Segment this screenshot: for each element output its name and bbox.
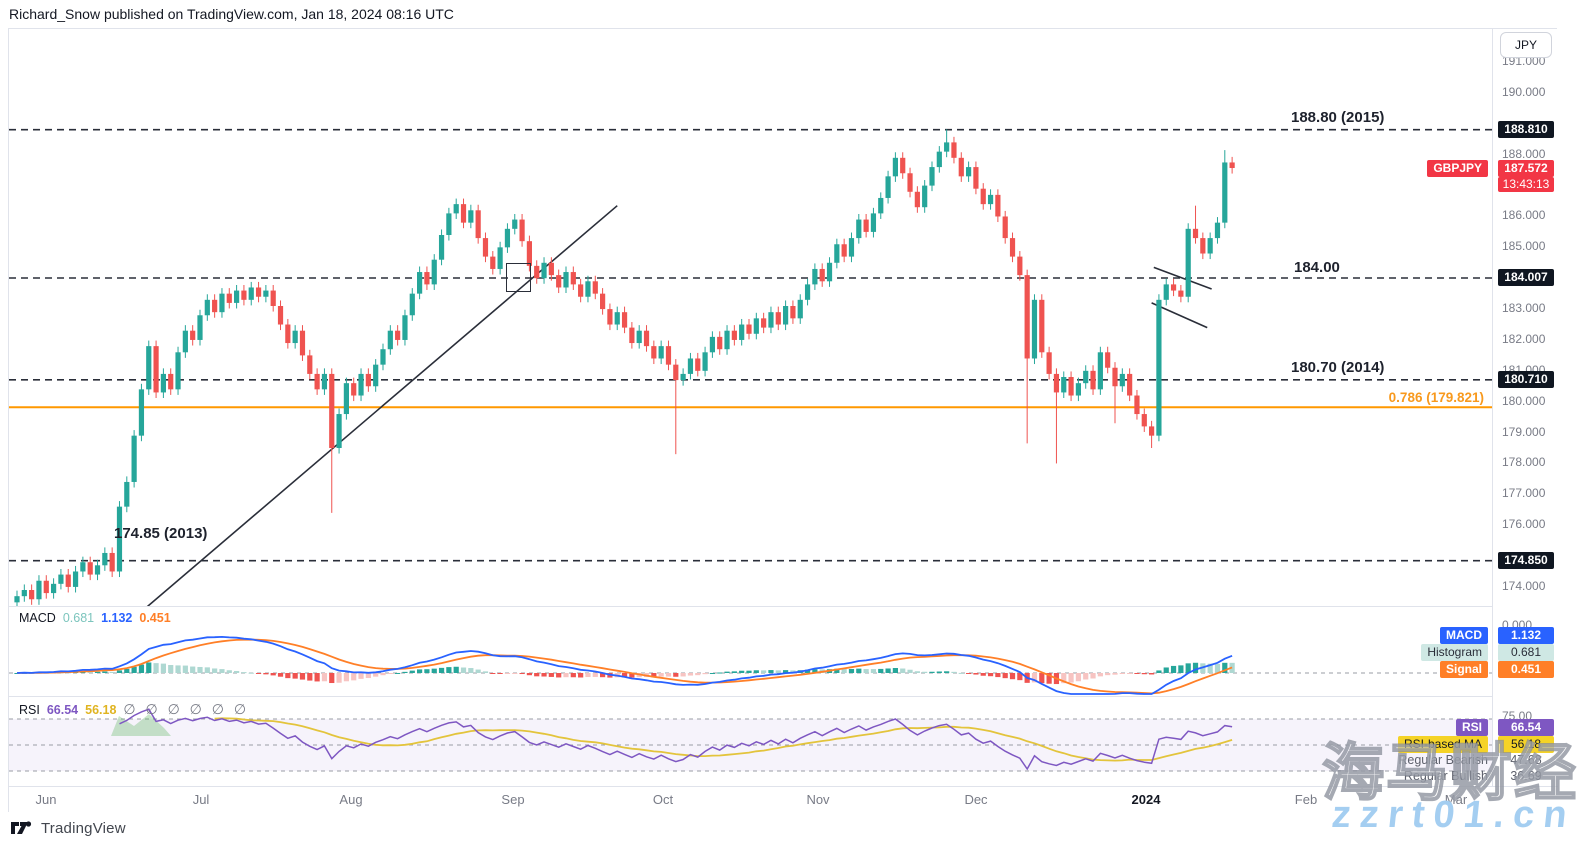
axis-badge-rsi-ma-value: 56.18 (1498, 736, 1554, 753)
price-tick: 176.000 (1502, 517, 1546, 532)
price-tick: 177.000 (1502, 486, 1546, 501)
price-tick: 190.000 (1502, 84, 1546, 99)
level-label-184[interactable]: 184.00 (1294, 259, 1340, 276)
time-label-aug: Aug (339, 792, 363, 807)
macd-indicator-canvas[interactable] (9, 606, 1492, 696)
price-tick: 185.000 (1502, 239, 1546, 254)
fib-level-label[interactable]: 0.786 (179.821) (1388, 390, 1484, 405)
macd-legend-signal-value: 0.451 (139, 611, 171, 625)
regular-bullish-value: 36.69 (1510, 769, 1542, 783)
rsi-legend-rsi-value: 66.54 (46, 703, 79, 717)
price-tick: 179.000 (1502, 424, 1546, 439)
price-tick: 186.000 (1502, 208, 1546, 223)
axis-badge-hist-value: 0.681 (1498, 644, 1554, 661)
macd-legend[interactable]: MACD 0.681 1.132 0.451 (19, 611, 171, 625)
axis-badge-184007: 184.007 (1498, 269, 1554, 286)
macd-legend-hist-value: 0.681 (62, 611, 95, 625)
time-label-dec: Dec (964, 792, 988, 807)
time-label-mar: Mar (1444, 792, 1468, 807)
symbol-badge: GBPJPY (1427, 160, 1488, 177)
time-label-jun: Jun (35, 792, 57, 807)
pane-divider[interactable] (9, 606, 1558, 607)
rsi-indicator-canvas[interactable] (9, 696, 1492, 786)
time-label-nov: Nov (806, 792, 830, 807)
axis-badge-countdown: 13:43:13 (1498, 177, 1554, 192)
axis-badge-macd-value: 1.132 (1498, 627, 1554, 644)
price-axis[interactable]: JPY 191.000 190.000 188.000 186.000 185.000 1… (1493, 29, 1558, 813)
level-label-2014[interactable]: 180.70 (2014) (1291, 359, 1385, 376)
price-chart-canvas[interactable] (9, 29, 1492, 606)
rsi-badge-label: RSI (1455, 719, 1488, 736)
price-tick: 180.000 (1502, 393, 1546, 408)
rsi-legend-title: RSI (19, 703, 40, 717)
rectangle-annotation[interactable] (506, 263, 531, 292)
axis-badge-180710: 180.710 (1498, 371, 1554, 388)
regular-bearish-label: Regular Bearish (1398, 753, 1488, 767)
time-label-2024: 2024 (1131, 792, 1161, 807)
axis-badge-last-price: 187.572 (1498, 160, 1554, 177)
macd-badge-label: MACD (1440, 627, 1488, 644)
watermark-site-url: zzrt01.cn (1329, 794, 1578, 836)
regular-bearish-value: 47.68 (1510, 753, 1542, 767)
axis-badge-174850: 174.850 (1498, 552, 1554, 569)
pane-divider[interactable] (9, 696, 1558, 697)
rsi-ma-badge-label: RSI-based MA (1397, 736, 1488, 753)
histogram-badge-label: Histogram (1421, 644, 1488, 661)
rsi-legend-ma-value: 56.18 (85, 703, 117, 717)
regular-bullish-label: Regular Bullish (1403, 769, 1488, 783)
time-label-oct: Oct (652, 792, 674, 807)
axis-badge-188810: 188.810 (1498, 121, 1554, 138)
price-tick: 174.000 (1502, 578, 1546, 593)
publish-byline: Richard_Snow published on TradingView.co… (9, 6, 454, 22)
time-label-feb: Feb (1294, 792, 1318, 807)
tradingview-logo-icon (11, 821, 32, 834)
price-tick: 183.000 (1502, 301, 1546, 316)
level-label-2015[interactable]: 188.80 (2015) (1291, 109, 1385, 126)
price-tick: 178.000 (1502, 455, 1546, 470)
macd-legend-title: MACD (19, 611, 56, 625)
time-label-sep: Sep (501, 792, 525, 807)
tradingview-logo[interactable]: TradingView (10, 818, 126, 838)
level-label-2013[interactable]: 174.85 (2013) (114, 525, 208, 542)
price-tick: 188.000 (1502, 146, 1546, 161)
time-label-jul: Jul (192, 792, 210, 807)
chart-container: 188.80 (2015) 184.00 180.70 (2014) 174.8… (8, 28, 1558, 813)
axis-badge-rsi-value: 66.54 (1498, 719, 1554, 736)
time-axis[interactable]: Jun Jul Aug Sep Oct Nov Dec 2024 Feb Mar (9, 786, 1558, 813)
divergence-disabled-icons: ∅ ∅ ∅ ∅ ∅ ∅ (123, 701, 250, 717)
watermark-chinese: 海马财经 (1321, 738, 1579, 809)
signal-badge-label: Signal (1439, 661, 1488, 678)
tradingview-logo-text: TradingView (41, 819, 126, 837)
price-axis-border (1492, 29, 1493, 813)
price-tick: 182.000 (1502, 331, 1546, 346)
axis-badge-signal-value: 0.451 (1498, 661, 1554, 678)
currency-toggle-button[interactable]: JPY (1500, 32, 1552, 58)
macd-legend-macd-value: 1.132 (101, 611, 133, 625)
rsi-legend[interactable]: RSI 66.54 56.18 ∅ ∅ ∅ ∅ ∅ ∅ (19, 701, 249, 718)
